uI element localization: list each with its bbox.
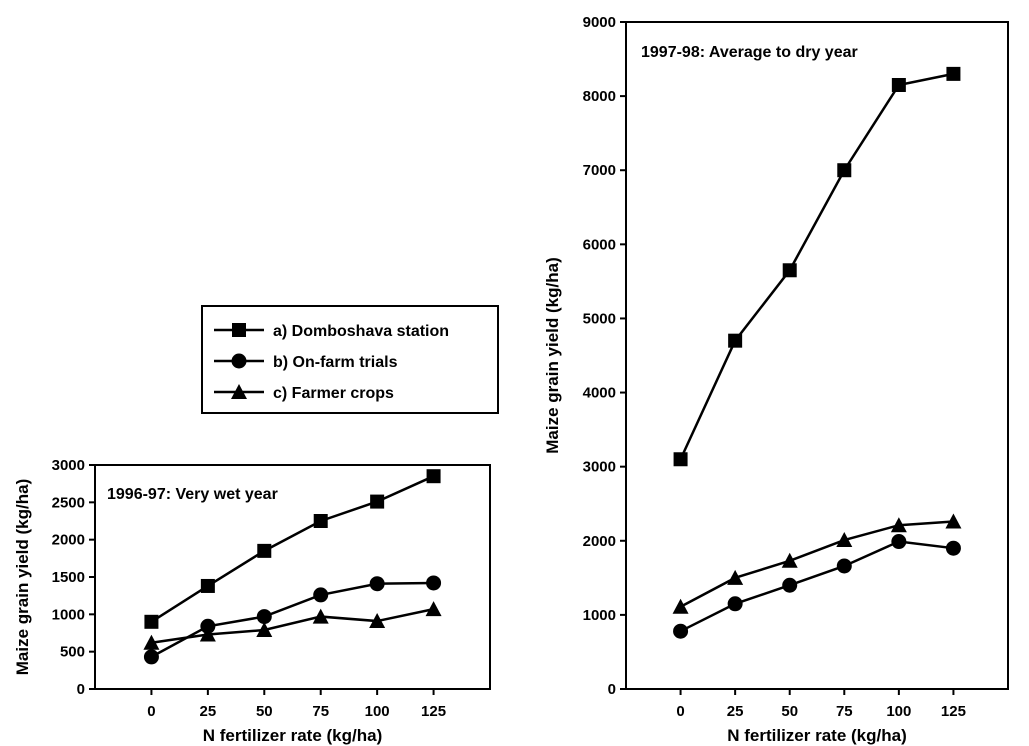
data-point-triangle <box>425 601 442 617</box>
y-tick-label: 0 <box>608 681 616 698</box>
series-line-triangle <box>679 520 954 608</box>
panel-annotation: 1997-98: Average to dry year <box>641 44 858 61</box>
data-point-circle <box>673 623 689 639</box>
data-point-square <box>782 263 797 278</box>
data-point-circle <box>836 558 852 574</box>
data-point-square <box>837 163 852 178</box>
y-tick-label: 3000 <box>583 459 616 476</box>
series-line-square <box>150 475 435 623</box>
data-point-triangle <box>369 613 386 629</box>
x-tick-label: 25 <box>200 703 217 720</box>
data-point-square <box>426 469 441 484</box>
data-point-triangle <box>945 513 962 529</box>
x-tick-label: 75 <box>836 703 853 720</box>
data-point-triangle <box>727 569 744 585</box>
y-tick-label: 6000 <box>583 236 616 253</box>
data-point-square <box>144 614 159 629</box>
data-point-circle <box>256 609 272 625</box>
data-point-circle <box>313 587 329 603</box>
x-tick-label: 50 <box>256 703 273 720</box>
y-tick-label: 8000 <box>583 88 616 105</box>
legend-marker-square <box>232 323 246 337</box>
data-point-triangle <box>781 552 798 568</box>
data-point-triangle <box>836 532 853 548</box>
legend-box <box>201 305 499 414</box>
data-point-square <box>728 333 743 348</box>
data-point-circle <box>143 649 159 665</box>
x-tick-label: 125 <box>941 703 966 720</box>
data-point-square <box>313 514 328 528</box>
legend-marker-circle <box>231 353 247 369</box>
chart-panel-1996-97: 0 500 1000 1500 2000 2500 3000 0 25 50 75 100 125 N f… <box>13 457 491 745</box>
data-point-triangle <box>256 622 273 638</box>
x-axis-label: N fertilizer rate (kg/ha) <box>727 726 907 745</box>
data-point-triangle <box>312 608 329 624</box>
legend-label: a) Domboshava station <box>273 323 449 340</box>
data-point-circle <box>369 576 385 592</box>
data-point-triangle <box>890 517 907 533</box>
data-point-circle <box>945 540 961 556</box>
y-tick-label: 2000 <box>52 532 85 549</box>
y-tick-label: 500 <box>60 644 85 661</box>
legend-label: c) Farmer crops <box>273 385 394 402</box>
x-tick-label: 100 <box>886 703 911 720</box>
legend: a) Domboshava station b) On-farm trials c)… <box>201 305 499 414</box>
x-tick-label: 50 <box>781 703 798 720</box>
data-point-circle <box>200 618 216 634</box>
data-point-circle <box>782 577 798 593</box>
x-tick-label: 0 <box>147 703 155 720</box>
series-line-square <box>679 72 954 460</box>
data-point-circle <box>426 575 442 591</box>
legend-label: b) On-farm trials <box>273 354 398 371</box>
series-line-circle <box>150 581 434 658</box>
y-tick-label: 0 <box>77 681 85 698</box>
y-tick-label: 1000 <box>52 606 85 623</box>
y-tick-label: 3000 <box>52 457 85 474</box>
data-point-square <box>257 543 272 558</box>
x-tick-label: 25 <box>727 703 744 720</box>
series-line-circle <box>680 540 954 633</box>
data-point-circle <box>727 596 743 612</box>
chart-panel-1997-98: 0 1000 2000 3000 4000 5000 6000 7000 8000 9000 0 25… <box>543 14 1009 745</box>
data-point-circle <box>891 534 907 550</box>
data-point-square <box>891 77 906 92</box>
data-point-square <box>200 578 215 593</box>
y-tick-label: 1000 <box>583 607 616 624</box>
y-axis-label: Maize grain yield (kg/ha) <box>13 479 32 676</box>
y-tick-label: 4000 <box>583 385 616 402</box>
x-tick-label: 125 <box>421 703 446 720</box>
y-axis-label: Maize grain yield (kg/ha) <box>543 257 562 454</box>
panel-annotation: 1996-97: Very wet year <box>107 486 278 503</box>
y-tick-label: 5000 <box>583 310 616 327</box>
x-tick-label: 0 <box>676 703 684 720</box>
y-tick-label: 7000 <box>583 162 616 179</box>
data-point-square <box>370 494 385 509</box>
y-tick-label: 1500 <box>52 569 85 586</box>
x-tick-label: 100 <box>365 703 390 720</box>
data-point-triangle <box>199 626 216 642</box>
y-tick-label: 2500 <box>52 494 85 511</box>
x-axis-label: N fertilizer rate (kg/ha) <box>203 726 383 745</box>
series-line-triangle <box>151 607 434 644</box>
y-tick-label: 2000 <box>583 533 616 550</box>
data-point-triangle <box>672 598 689 614</box>
y-tick-label: 9000 <box>583 14 616 31</box>
data-point-square <box>673 452 688 467</box>
plot-frame <box>625 21 1009 690</box>
data-point-triangle <box>143 634 160 650</box>
data-point-square <box>946 66 961 81</box>
x-tick-label: 75 <box>312 703 329 720</box>
legend-marker-triangle <box>231 384 247 399</box>
